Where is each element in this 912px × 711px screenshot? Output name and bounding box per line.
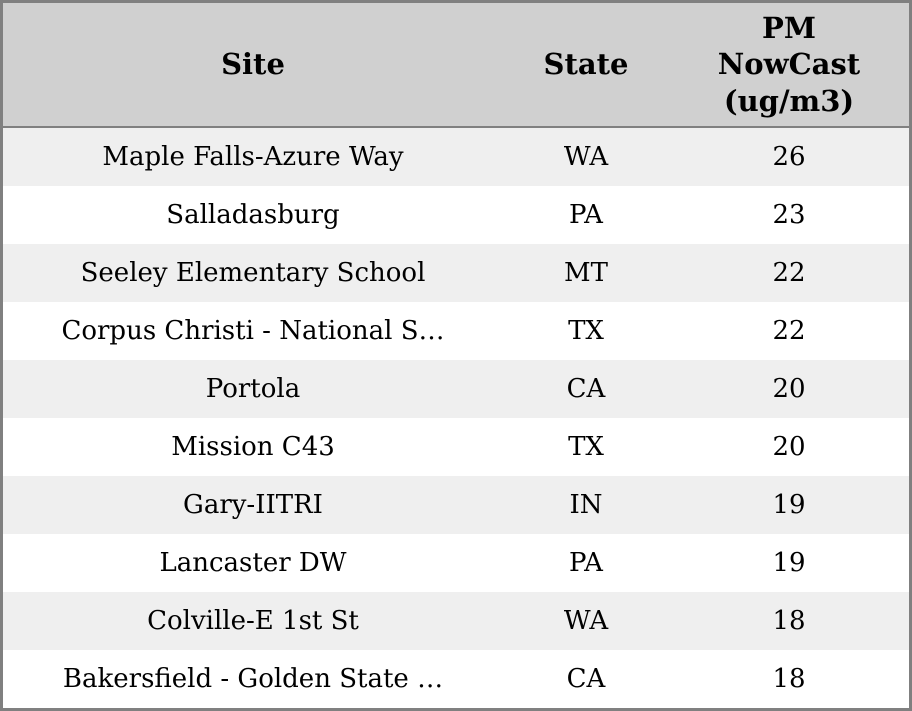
site-cell: Salladasburg: [3, 186, 503, 244]
value-cell: 18: [669, 649, 909, 708]
site-cell: Mission C43: [3, 417, 503, 476]
site-cell: Maple Falls-Azure Way: [3, 127, 503, 187]
value-cell: 19: [669, 475, 909, 534]
column-header-site-label: Site: [221, 47, 285, 82]
site-cell: Seeley Elementary School: [3, 244, 503, 302]
table-row: Bakersfield - Golden State … CA 18: [3, 649, 909, 708]
value-cell: 23: [669, 186, 909, 244]
table-row: Portola CA 20: [3, 359, 909, 418]
state-cell: WA: [503, 591, 669, 650]
value-cell: 20: [669, 417, 909, 476]
value-cell: 22: [669, 301, 909, 360]
table-row: Salladasburg PA 23: [3, 186, 909, 244]
table-row: Gary-IITRI IN 19: [3, 475, 909, 534]
table-row: Colville-E 1st St WA 18: [3, 591, 909, 650]
site-cell: Gary-IITRI: [3, 475, 503, 534]
state-cell: TX: [503, 301, 669, 360]
state-cell: PA: [503, 533, 669, 592]
value-cell: 22: [669, 244, 909, 302]
column-header-state-label: State: [543, 47, 629, 82]
table-body: Maple Falls-Azure Way WA 26 Salladasburg…: [3, 127, 909, 708]
state-cell: MT: [503, 244, 669, 302]
state-cell: IN: [503, 475, 669, 534]
table-row: Maple Falls-Azure Way WA 26: [3, 127, 909, 187]
site-cell: Colville-E 1st St: [3, 591, 503, 650]
state-cell: CA: [503, 649, 669, 708]
state-cell: CA: [503, 359, 669, 418]
site-cell: Portola: [3, 359, 503, 418]
sites-table: Site State PM NowCast (ug/m3) Maple Fall…: [3, 3, 909, 708]
site-cell: Corpus Christi - National S…: [3, 301, 503, 360]
table-row: Seeley Elementary School MT 22: [3, 244, 909, 302]
state-cell: PA: [503, 186, 669, 244]
table-row: Corpus Christi - National S… TX 22: [3, 301, 909, 360]
table-row: Lancaster DW PA 19: [3, 533, 909, 592]
site-cell: Lancaster DW: [3, 533, 503, 592]
state-cell: WA: [503, 127, 669, 187]
state-cell: TX: [503, 417, 669, 476]
header-row: Site State PM NowCast (ug/m3): [3, 3, 909, 128]
column-header-pm-nowcast-label: PM NowCast (ug/m3): [717, 11, 861, 118]
value-cell: 26: [669, 127, 909, 187]
site-cell: Bakersfield - Golden State …: [3, 649, 503, 708]
value-cell: 18: [669, 591, 909, 650]
column-header-site: Site: [3, 3, 503, 128]
table-header: Site State PM NowCast (ug/m3): [3, 3, 909, 128]
value-cell: 19: [669, 533, 909, 592]
column-header-pm-nowcast: PM NowCast (ug/m3): [669, 3, 909, 128]
column-header-state: State: [503, 3, 669, 128]
value-cell: 20: [669, 359, 909, 418]
table-row: Mission C43 TX 20: [3, 417, 909, 476]
